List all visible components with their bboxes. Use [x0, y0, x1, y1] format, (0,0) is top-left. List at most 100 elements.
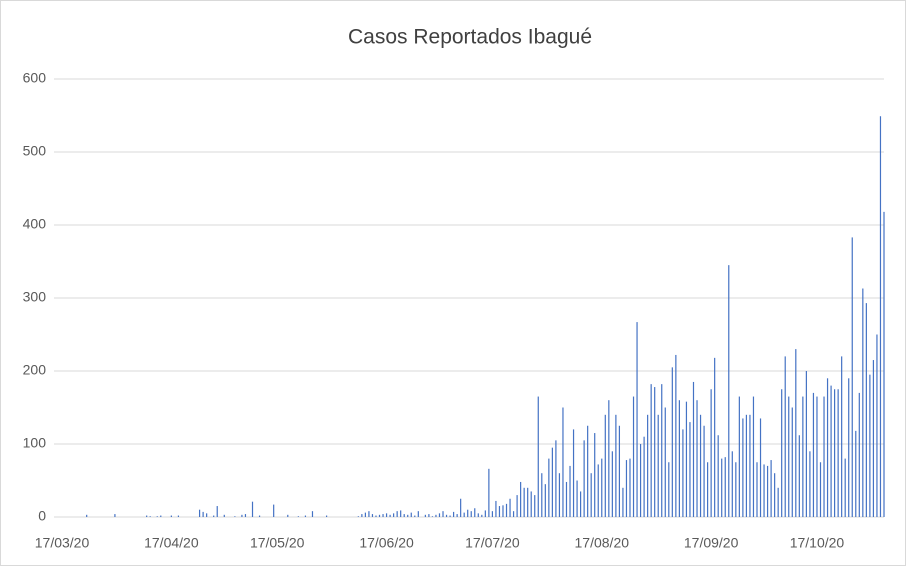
bar	[745, 414, 748, 517]
bar	[474, 508, 476, 517]
bar	[717, 435, 719, 517]
bar	[149, 516, 151, 517]
x-tick-label: 17/08/20	[575, 535, 630, 551]
bar	[177, 515, 180, 517]
bar	[816, 396, 818, 517]
bar	[583, 440, 585, 517]
bar	[855, 430, 857, 517]
bar	[375, 515, 377, 517]
y-tick-label: 600	[23, 70, 47, 86]
bar	[597, 464, 599, 517]
bar	[731, 451, 733, 517]
bar	[841, 356, 843, 517]
bar	[325, 515, 328, 517]
bar	[410, 512, 412, 517]
bar	[802, 396, 804, 517]
bar	[812, 392, 815, 517]
bar	[572, 429, 575, 517]
bar	[876, 334, 878, 517]
bar	[251, 501, 254, 517]
bar	[114, 514, 116, 517]
bar	[160, 515, 162, 517]
bar	[382, 514, 384, 517]
bar	[654, 387, 656, 517]
bar	[689, 422, 691, 517]
bar	[548, 458, 550, 517]
bar	[470, 511, 472, 517]
bar	[530, 491, 532, 517]
bar	[865, 303, 867, 517]
bar	[378, 514, 381, 517]
bar	[795, 349, 797, 517]
bar	[692, 381, 695, 517]
bar	[791, 407, 793, 517]
bar	[156, 516, 158, 517]
bar	[452, 511, 455, 517]
bar	[784, 356, 786, 517]
bar	[484, 510, 486, 517]
bar	[650, 384, 652, 517]
bar	[202, 511, 204, 517]
bar	[407, 514, 409, 517]
bar	[396, 511, 398, 517]
bar	[516, 495, 518, 517]
bar	[636, 322, 638, 517]
bar	[724, 457, 726, 517]
bar	[851, 237, 853, 517]
bar	[498, 506, 501, 517]
bar	[389, 514, 391, 517]
bar	[241, 514, 243, 517]
bar	[763, 464, 765, 517]
bar	[682, 429, 684, 517]
bar	[512, 511, 515, 517]
x-tick-label: 17/09/20	[684, 535, 739, 551]
bar	[714, 357, 716, 517]
bar	[477, 513, 479, 517]
bar	[216, 506, 218, 517]
bar	[551, 447, 553, 517]
bar	[428, 514, 430, 517]
bar	[657, 414, 659, 517]
bar	[805, 371, 807, 517]
bar	[534, 495, 536, 517]
bar	[364, 512, 366, 517]
bar	[678, 400, 680, 517]
bar	[456, 514, 458, 517]
bar	[721, 458, 723, 517]
bar	[311, 511, 314, 517]
bar	[664, 407, 666, 517]
bar	[170, 515, 172, 517]
bar	[357, 516, 359, 517]
bar	[671, 367, 673, 517]
bar	[643, 436, 645, 517]
bar	[287, 514, 289, 517]
bar	[438, 513, 441, 517]
bar	[527, 487, 529, 517]
bar	[297, 516, 299, 517]
bar	[728, 265, 730, 517]
bar	[146, 515, 148, 517]
bar	[777, 487, 779, 517]
bar	[523, 487, 525, 517]
bar	[198, 509, 201, 517]
chart-title: Casos Reportados Ibagué	[348, 26, 592, 49]
y-tick-label: 0	[38, 508, 46, 524]
bar	[223, 514, 225, 517]
bar	[834, 389, 836, 517]
bar	[273, 504, 275, 517]
bar	[558, 473, 561, 517]
bar	[738, 396, 740, 517]
bar	[495, 500, 497, 517]
bar	[541, 473, 543, 517]
bar	[639, 444, 642, 517]
bar	[696, 400, 698, 517]
bar	[611, 451, 613, 517]
bar	[445, 514, 448, 517]
bar	[86, 514, 88, 517]
bar	[752, 396, 755, 517]
bar	[544, 484, 546, 517]
bar	[393, 513, 395, 517]
bar	[206, 513, 208, 517]
bar	[304, 515, 307, 517]
